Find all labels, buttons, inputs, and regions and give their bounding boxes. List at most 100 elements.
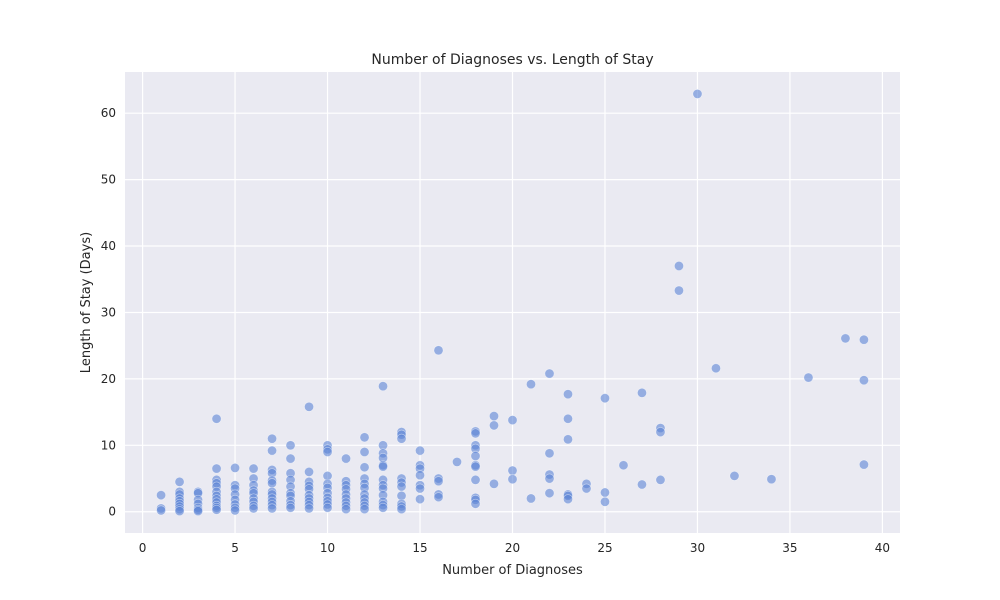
scatter-point [415,483,425,494]
y-tick-label: 0 [108,505,116,519]
scatter-point [378,502,388,513]
grid-lines [125,72,900,533]
scatter-point [304,401,314,412]
scatter-point [544,473,555,484]
scatter-point [692,89,703,99]
scatter-point [359,504,370,514]
scatter-point [600,393,610,404]
scatter-point [544,368,555,379]
scatter-point [285,502,296,513]
scatter-point [489,411,499,421]
x-tick-label: 5 [231,541,239,555]
scatter-point [655,474,666,485]
scatter-point [322,502,333,513]
x-tick-label: 25 [597,541,612,555]
scatter-point [267,478,277,489]
scatter-point [211,504,222,515]
x-tick-label: 35 [782,541,797,555]
y-tick-label: 40 [101,239,116,253]
scatter-point [489,420,499,431]
scatter-point [433,345,444,356]
scatter-point [618,460,629,471]
data-points [156,89,869,516]
scatter-point [470,461,481,472]
scatter-point [766,474,777,485]
scatter-point [840,333,851,344]
scatter-point [470,474,481,485]
scatter-point [285,440,296,451]
y-tick-label: 30 [101,305,116,319]
scatter-point [211,463,222,474]
scatter-point [859,459,869,470]
scatter-point [174,476,185,487]
x-tick-label: 10 [320,541,335,555]
x-tick-label: 30 [690,541,705,555]
scatter-point [859,375,869,386]
scatter-point [230,505,240,516]
scatter-point [248,463,259,474]
x-axis-label: Number of Diagnoses [442,563,583,578]
scatter-point [359,447,370,457]
y-tick-label: 10 [101,438,116,452]
scatter-point [433,492,444,503]
scatter-point [267,503,277,514]
scatter-point [452,457,462,467]
scatter-point [711,363,721,374]
scatter-point [563,413,573,424]
scatter-point [285,453,296,464]
chart-title: Number of Diagnoses vs. Length of Stay [371,52,653,68]
scatter-point [563,434,573,445]
scatter-point [415,494,425,505]
scatter-point [489,478,499,489]
x-tick-label: 0 [139,541,147,555]
scatter-point [729,470,740,481]
y-tick-label: 50 [101,173,116,187]
scatter-point [526,379,536,390]
scatter-point [544,448,555,459]
scatter-point [600,487,610,498]
scatter-point [507,474,518,485]
scatter-point [156,505,166,516]
scatter-point [859,334,869,345]
scatter-point [415,445,425,456]
scatter-point [674,285,684,296]
x-tick-label: 15 [412,541,427,555]
scatter-point [396,504,407,514]
scatter-point [507,465,518,476]
scatter-point [637,387,647,398]
scatter-point [563,494,573,505]
scatter-point [544,488,555,499]
x-tick-label: 20 [505,541,520,555]
y-tick-label: 60 [101,106,116,120]
scatter-point [341,453,351,464]
scatter-point [507,415,518,425]
scatter-point [359,462,370,473]
scatter-point [211,413,222,424]
scatter-point [470,428,481,439]
scatter-point [433,476,444,487]
scatter-point [193,506,203,516]
scatter-point [359,432,370,443]
scatter-point [470,451,481,461]
scatter-point [267,445,277,456]
scatter-point [378,461,388,472]
scatter-point [304,466,314,477]
scatter-point [174,506,185,516]
scatter-point [304,503,314,514]
x-tick-label: 40 [875,541,890,555]
scatter-point [415,470,425,481]
y-axis-label: Length of Stay (Days) [79,232,94,373]
y-tick-label: 20 [101,372,116,386]
scatter-point [581,483,592,494]
scatter-point [230,462,240,473]
scatter-point [267,433,277,444]
scatter-point [248,503,259,514]
scatter-point [341,504,351,514]
scatter-point [378,381,388,392]
scatter-point [600,496,610,507]
scatter-point [470,498,481,509]
scatter-point [803,372,814,383]
scatter-point [655,427,666,437]
scatter-point [637,479,647,490]
